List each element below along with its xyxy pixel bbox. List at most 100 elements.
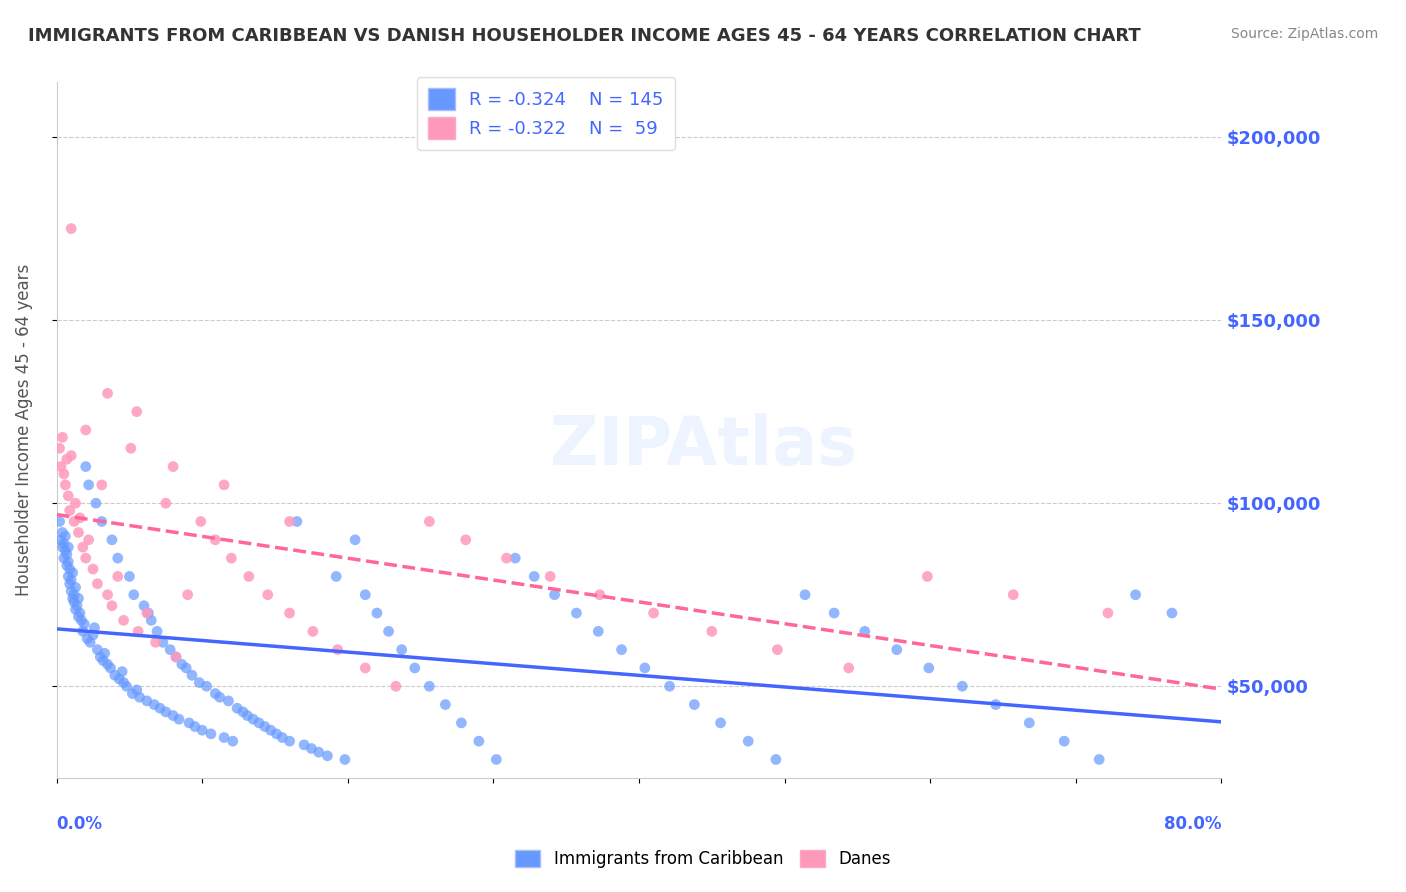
Point [62,591,84,606]
Point [51,430,73,444]
Point [56,558,79,573]
Point [278,734,301,748]
Point [69,511,91,525]
Point [58,489,80,503]
Point [354,661,377,675]
Point [162,459,184,474]
Point [141,613,163,627]
Point [165,650,187,665]
Point [60,573,83,587]
Point [853,624,876,639]
Point [83,621,105,635]
Point [49,533,72,547]
Point [143,698,166,712]
Point [67,609,90,624]
Point [354,588,377,602]
Point [86,576,108,591]
Point [111,665,134,679]
Point [256,588,278,602]
Point [1053,734,1076,748]
Point [63,515,86,529]
Point [128,690,150,705]
Point [48,515,70,529]
Legend: R = -0.324    N = 145, R = -0.322    N =  59: R = -0.324 N = 145, R = -0.322 N = 59 [418,78,675,150]
Point [73,617,96,632]
Point [221,551,243,566]
Point [434,698,457,712]
Text: ZIPAtlas: ZIPAtlas [550,413,856,479]
Point [135,694,157,708]
Point [52,551,75,566]
Point [112,613,135,627]
Point [538,569,561,583]
Point [191,723,214,738]
Point [77,533,100,547]
Point [66,599,89,613]
Point [75,423,97,437]
Point [391,642,413,657]
Point [204,533,226,547]
Y-axis label: Householder Income Ages 45 - 64 years: Householder Income Ages 45 - 64 years [15,264,32,596]
Point [259,723,281,738]
Point [58,569,80,583]
Point [271,731,294,745]
Point [326,642,349,657]
Point [503,551,526,566]
Point [125,405,148,419]
Point [917,569,939,583]
Point [308,745,330,759]
Point [162,708,184,723]
Point [101,533,124,547]
Point [65,496,87,510]
Point [588,624,610,639]
Point [79,635,101,649]
Point [794,588,817,602]
Point [377,624,399,639]
Point [60,449,83,463]
Point [149,701,172,715]
Point [176,588,198,602]
Point [766,642,789,657]
Point [208,690,231,705]
Point [174,661,197,675]
Point [450,715,472,730]
Point [104,668,127,682]
Point [238,569,260,583]
Point [82,628,104,642]
Point [53,478,76,492]
Point [232,705,254,719]
Point [404,661,426,675]
Point [77,478,100,492]
Point [48,442,70,456]
Point [316,748,339,763]
Point [91,654,114,668]
Point [700,624,723,639]
Text: Source: ZipAtlas.com: Source: ZipAtlas.com [1230,27,1378,41]
Point [58,540,80,554]
Point [59,562,82,576]
Point [138,606,160,620]
Point [56,548,79,562]
Point [485,752,508,766]
Point [217,694,239,708]
Point [90,478,112,492]
Point [683,698,706,712]
Point [253,719,276,733]
Point [643,606,665,620]
Point [278,515,301,529]
Point [167,712,190,726]
Point [127,624,149,639]
Point [132,599,155,613]
Point [100,661,122,675]
Point [60,221,83,235]
Point [204,687,226,701]
Point [89,650,111,665]
Point [710,715,733,730]
Point [70,613,93,627]
Point [418,679,440,693]
Point [634,661,657,675]
Point [950,679,973,693]
Point [543,588,565,602]
Point [1018,715,1040,730]
Point [366,606,388,620]
